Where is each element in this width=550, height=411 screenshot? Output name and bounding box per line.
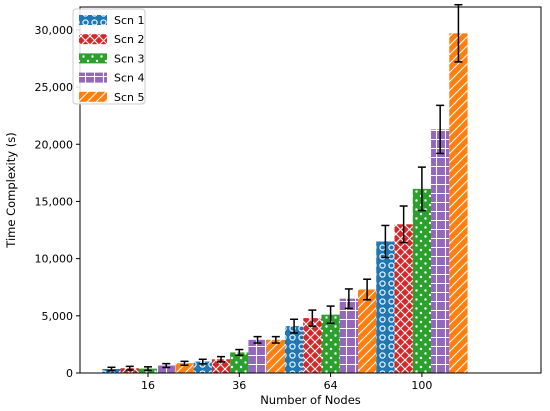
bar-scn-4-64 [339,298,358,373]
legend-swatch-scn-3 [79,53,107,64]
bar-scn-3-64 [321,314,340,373]
error-bar-scn-1-36 [198,358,207,365]
legend-label-scn-5: Scn 5 [114,91,145,104]
error-bar-scn-3-36 [235,348,244,357]
bar-scn-5-36 [266,339,285,373]
x-axis-label: Number of Nodes [260,393,361,407]
legend-swatch-scn-2 [79,34,107,45]
error-bar-scn-3-100 [417,166,426,212]
bar-scn-1-100 [376,241,395,373]
bar-scn-4-100 [431,129,450,373]
error-bar-scn-4-64 [344,288,353,310]
legend-swatch-scn-5 [79,91,107,102]
y-tick-label: 10,000 [35,253,74,266]
x-tick-label: 36 [232,379,246,392]
error-bar-scn-2-36 [217,355,226,363]
legend-label-scn-4: Scn 4 [114,72,145,85]
bar-scn-3-100 [412,188,432,373]
bar-scn-2-64 [303,318,322,373]
bar-scn-2-36 [211,359,231,373]
error-bar-scn-5-36 [271,335,280,344]
legend: Scn 1 Scn 2 Scn 3 Scn 4 Scn 5 [72,8,146,105]
error-bar-scn-4-16 [162,362,171,369]
error-bar-scn-1-64 [290,318,299,334]
y-tick-label: 25,000 [35,81,74,94]
y-axis-label: Time Complexity (s) [4,132,18,248]
error-bar-scn-2-64 [308,309,317,327]
error-bar-scn-4-100 [436,104,445,155]
error-bar-scn-1-100 [381,224,390,259]
y-tick-label: 15,000 [35,195,74,208]
bars-layer [102,3,468,374]
bar-scn-4-36 [248,339,267,373]
legend-label-scn-3: Scn 3 [114,52,145,65]
x-tick-label: 100 [411,379,432,392]
error-bar-scn-5-64 [363,278,372,301]
error-bar-scn-5-100 [454,3,463,63]
bar-scn-1-64 [284,326,304,373]
bar-scn-3-36 [230,352,249,373]
error-bar-scn-3-64 [326,305,335,324]
x-tick-label: 16 [141,379,155,392]
legend-swatch-scn-4 [79,72,107,83]
error-bar-scn-2-100 [399,205,408,244]
axes-layer: 0 5,000 10,000 15,000 20,000 25,000 30,000 16 36… [35,6,542,392]
bar-scn-2-100 [394,224,413,373]
bar-scn-5-16 [175,363,194,373]
plot-frame [79,6,542,374]
y-tick-label: 20,000 [35,138,74,151]
bar-scn-4-16 [157,365,176,373]
legend-swatch-scn-1 [79,15,107,25]
error-bar-scn-4-36 [253,335,262,344]
error-bar-scn-2-16 [125,365,134,371]
bar-scn-5-100 [449,33,468,374]
legend-label-scn-2: Scn 2 [114,33,145,46]
bar-scn-1-36 [193,361,212,373]
error-bar-scn-5-16 [180,360,189,366]
y-tick-label: 30,000 [35,24,74,37]
error-bar-scn-1-16 [107,366,116,372]
y-tick-label: 0 [66,367,73,380]
y-tick-label: 5,000 [42,310,74,323]
legend-label-scn-1: Scn 1 [114,14,145,27]
x-tick-label: 64 [324,379,338,392]
bar-scn-5-64 [357,289,377,373]
error-bar-scn-3-16 [144,366,152,372]
